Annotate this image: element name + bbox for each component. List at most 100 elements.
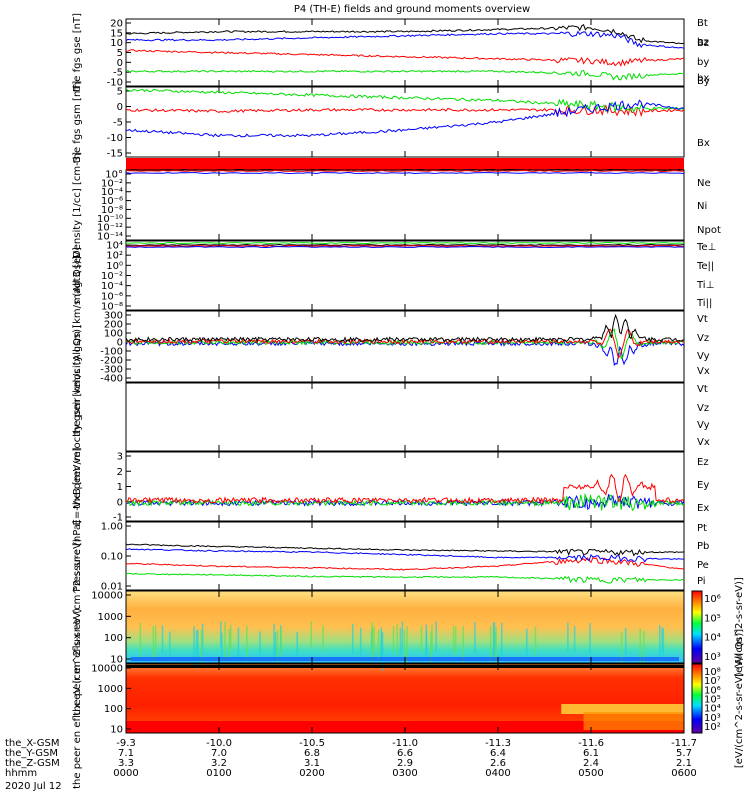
series-Bt (125, 23, 685, 45)
legend-Te||: Te|| (696, 261, 714, 272)
series-Bx (125, 99, 685, 138)
y-tick-label: -100 (100, 347, 123, 358)
series-flat (125, 169, 685, 173)
orbit-value: 2.9 (397, 758, 413, 769)
spectrogram-ion-texture (197, 629, 199, 668)
orbit-value: 6.8 (304, 748, 320, 759)
spectrogram-ion-texture (377, 629, 380, 660)
spectrogram-ion-texture (494, 631, 496, 660)
series-Pb (125, 557, 685, 571)
legend-Vz: Vz (697, 403, 709, 414)
spectrogram-ion-texture (658, 624, 661, 657)
legend-Te⊥: Te⊥ (696, 242, 716, 253)
series-Pe (125, 572, 685, 584)
spectrogram-ion-texture (474, 622, 476, 654)
y-tick-label: 0.01 (101, 582, 123, 593)
spectrogram-ion-texture (276, 630, 279, 669)
y-tick-label: 10⁻⁶ (101, 196, 123, 207)
series-velocity (125, 340, 685, 367)
spectrogram-ion-texture (322, 625, 324, 652)
spectrogram-ion-texture (373, 627, 375, 654)
spectrogram-ion-texture (351, 623, 354, 655)
series-By (125, 88, 685, 114)
date-label: 2020 Jul 12 (5, 781, 62, 792)
orbit-value: 2.6 (490, 758, 506, 769)
legend-bz: bz (697, 37, 709, 48)
spectrogram-ion-texture (195, 630, 198, 669)
panel-ylabel-4: magt3 [eV] (72, 247, 83, 304)
panel-ylabel-3: Density [1/cc] [cm-3] (72, 152, 83, 258)
spectrogram-ion-texture (280, 628, 282, 656)
spectrogram-ion-texture (380, 627, 383, 667)
colorbar-upper-tick: 10⁵ (704, 613, 721, 624)
colorbar-lower-tick: 10⁷ (704, 676, 721, 687)
series-Pt (125, 543, 685, 557)
series-velocity (125, 313, 685, 343)
spectrogram-ion-texture (224, 621, 226, 661)
y-axis-label: the peir velocity gsm [km/s (All Qs)] (72, 256, 83, 437)
spectrogram-ion-texture (259, 631, 261, 664)
legend-Ti||: Ti|| (696, 298, 712, 309)
colorbar-upper-tick: 10⁴ (704, 633, 721, 644)
colorbar-label: [eV/(cm^2-s-sr-eV) (All Qs)] (734, 629, 745, 768)
spectrogram-ion-texture (296, 631, 298, 666)
spectrogram-ion-texture (452, 626, 455, 653)
y-tick-label: -200 (100, 356, 123, 367)
y-tick-label: 10⁻¹⁰ (97, 214, 123, 225)
y-axis-label: the fgs gsm [nT] (72, 81, 83, 164)
orbit-value: 0500 (578, 768, 603, 779)
orbit-value: 7.0 (211, 748, 227, 759)
colorbar-upper-tick: 10³ (704, 652, 721, 663)
y-tick-label: 10 (110, 38, 123, 49)
y-tick-label: 10⁻⁸ (101, 205, 123, 216)
orbit-value: 0000 (113, 768, 138, 779)
spectrogram-ion-texture (273, 623, 275, 660)
orbit-label-hhmm: hhmm (5, 768, 37, 779)
panel-ylabel-9: the peir en eflux eV (cm^2-s-sr-eV) (72, 538, 83, 715)
spectrogram-ion-texture (221, 632, 223, 665)
spectrogram-electron-midband (583, 712, 684, 730)
y-tick-label: 100 (104, 329, 123, 340)
legend-bx: bx (697, 73, 709, 84)
orbit-value: -10.0 (206, 738, 232, 749)
spectrogram-ion-texture (139, 622, 142, 659)
spectrogram-ion-texture (425, 624, 428, 655)
spectrogram-ion-texture (228, 628, 231, 658)
orbit-value: 5.7 (676, 748, 692, 759)
y-tick-label: 10000 (91, 591, 123, 602)
spectrogram-ion-texture (274, 632, 277, 658)
y-tick-label: 200 (104, 320, 123, 331)
orbit-label-the_X-GSM: the_X-GSM (5, 738, 59, 749)
y-tick-label: -15 (107, 149, 123, 160)
figure-title: P4 (TH-E) fields and ground moments over… (294, 4, 530, 15)
spectrogram-ion-texture (392, 625, 395, 652)
orbit-value: 0400 (485, 768, 510, 779)
spectrogram-ion-texture (462, 625, 464, 663)
orbit-value: 2.4 (583, 758, 599, 769)
y-axis-label: the peir en eflux eV (cm^2-s-sr-eV) (72, 538, 83, 715)
legend-Vt: Vt (697, 384, 708, 395)
orbit-value: 6.1 (583, 748, 599, 759)
panel-frame-7 (125, 451, 685, 522)
spectrogram-ion-texture (526, 628, 528, 658)
legend-Pi: Pi (697, 576, 706, 587)
orbit-value: 0600 (671, 768, 696, 779)
colorbar-lower-tick: 10⁵ (704, 695, 721, 706)
orbit-value: 0200 (299, 768, 324, 779)
series-bz (125, 49, 685, 67)
spectrogram-ion-texture (661, 627, 663, 653)
panel-frame-6 (125, 382, 685, 452)
series-velocity (125, 328, 685, 360)
spectrogram-ion-texture (435, 621, 437, 652)
y-tick-label: 300 (104, 311, 123, 322)
colorbar-lower-tick: 10² (704, 722, 721, 733)
spectrogram-ion-texture (454, 625, 457, 656)
orbit-label-the_Z-GSM: the_Z-GSM (5, 758, 60, 769)
y-tick-label: 1.00 (101, 522, 123, 533)
y-tick-label: -5 (113, 118, 123, 129)
spectrogram-ion-texture (169, 631, 171, 658)
legend-by: by (697, 57, 709, 68)
spectrogram-ion-texture (495, 626, 497, 666)
legend-Ez: Ez (697, 457, 709, 468)
orbit-value: -10.5 (299, 738, 325, 749)
